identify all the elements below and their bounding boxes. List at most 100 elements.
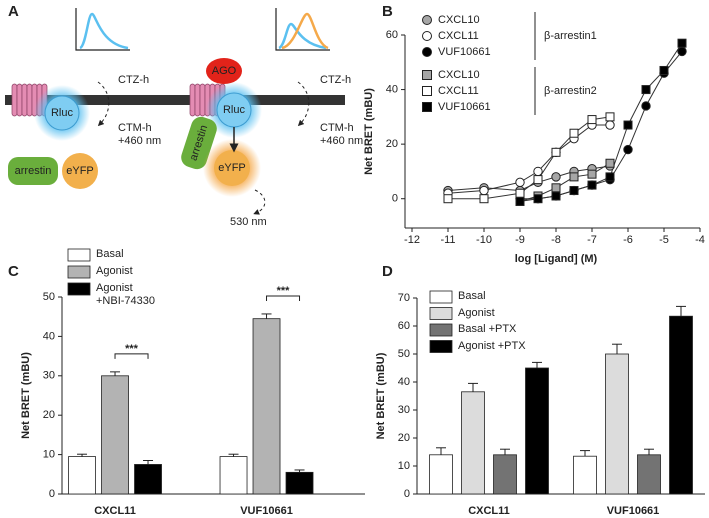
legend-swatch	[67, 282, 91, 296]
spectrum-icon	[75, 8, 330, 51]
point	[533, 175, 543, 185]
point	[623, 144, 633, 155]
helix	[21, 83, 28, 117]
bar	[525, 367, 549, 495]
legend-label: CXCL11	[438, 30, 479, 42]
point	[551, 147, 561, 157]
legend-marker	[422, 86, 432, 96]
point	[677, 46, 687, 57]
legend-swatch	[67, 265, 91, 279]
arrow	[253, 189, 266, 215]
point	[479, 185, 489, 196]
point	[659, 65, 669, 75]
point	[515, 196, 525, 206]
legend-swatch	[429, 307, 453, 320]
legend-label: Agonist	[458, 306, 495, 319]
agonist	[206, 58, 242, 84]
legend-entry: Agonist +PTX	[458, 339, 526, 352]
point	[641, 101, 651, 111]
bar	[285, 471, 314, 495]
panel-letter: C	[8, 263, 19, 280]
legend-marker	[422, 70, 432, 80]
arrestin-label: arrestin	[15, 165, 52, 177]
legend-marker	[422, 47, 432, 57]
significance-label: ***	[125, 343, 139, 355]
legend-swatch	[67, 248, 91, 262]
eyfp-label: eYFP	[66, 165, 94, 177]
y-tick-label: 0	[404, 488, 410, 500]
significance-bracket	[266, 295, 301, 301]
legend-entry: Basal	[96, 248, 124, 260]
x-tick-label: -4	[695, 234, 705, 246]
legend-entry: Basal +PTX	[458, 323, 517, 335]
legend-label: Agonist +NBI-74330	[96, 282, 156, 307]
point	[479, 194, 489, 204]
panel-letter: A	[8, 3, 19, 20]
y-tick-label: 60	[398, 320, 410, 332]
y-tick-label: 10	[398, 460, 410, 472]
point	[605, 112, 615, 122]
x-tick-label: -10	[476, 234, 492, 246]
legend-marker	[422, 15, 432, 25]
point	[605, 120, 615, 130]
y-tick-label: 50	[43, 291, 55, 303]
point	[533, 166, 543, 177]
legend-label: CXCL11	[438, 85, 479, 97]
fit-line	[519, 42, 683, 202]
y-tick-label: 20	[386, 138, 398, 150]
legend-swatch	[429, 340, 453, 353]
legend-label: CXCL10	[438, 69, 480, 81]
point	[551, 191, 561, 201]
legend-marker	[422, 31, 432, 41]
x-tick-label: -8	[551, 234, 561, 246]
y-tick-label: 40	[398, 376, 410, 388]
legend-marker	[422, 102, 432, 112]
rluc-label: Rluc	[223, 104, 246, 116]
y-tick-label: 50	[398, 348, 410, 360]
helix	[11, 83, 18, 117]
point	[551, 172, 561, 182]
legend-label: Basal	[458, 290, 486, 302]
product-label: CTM-h	[118, 122, 152, 134]
y-tick-label: 30	[398, 404, 410, 416]
y-tick-label: 60	[386, 29, 398, 41]
legend-label: VUF10661	[438, 101, 491, 113]
panel-letter: D	[382, 263, 393, 280]
x-tick-label: VUF10661	[240, 505, 293, 517]
y-tick-label: 30	[43, 370, 55, 382]
product-label: CTM-h	[320, 122, 354, 134]
bar	[429, 454, 453, 495]
agonist-label: AGO	[212, 65, 237, 77]
x-tick-label: CXCL11	[94, 505, 136, 517]
bar	[252, 318, 281, 495]
y-tick-label: 10	[43, 449, 55, 461]
bar	[68, 456, 96, 495]
arrow	[97, 81, 110, 127]
emission-label: +460 nm	[320, 135, 363, 147]
panel-letter: B	[382, 3, 393, 20]
bar	[134, 464, 162, 495]
legend-label: Basal +PTX	[458, 323, 517, 335]
bar	[461, 391, 485, 495]
legend-entry: Agonist +NBI-74330	[96, 282, 156, 307]
eyfp	[214, 150, 250, 186]
point	[587, 115, 597, 125]
point	[587, 169, 597, 179]
point	[569, 172, 579, 182]
legend-swatch	[429, 290, 453, 304]
helix	[199, 83, 206, 117]
substrate-label: CTZ-h	[118, 74, 149, 86]
point	[623, 120, 633, 130]
legend-group: β-arrestin1	[544, 30, 597, 42]
eyfp-label: eYFP	[218, 162, 246, 174]
legend-label: Agonist +PTX	[458, 339, 526, 352]
helix	[16, 83, 23, 117]
point	[569, 186, 579, 196]
point	[677, 38, 687, 48]
rluc	[44, 95, 80, 131]
helix	[189, 83, 196, 117]
arrestin	[8, 157, 58, 185]
legend-swatch	[429, 323, 453, 337]
y-tick-label: 40	[43, 330, 55, 342]
